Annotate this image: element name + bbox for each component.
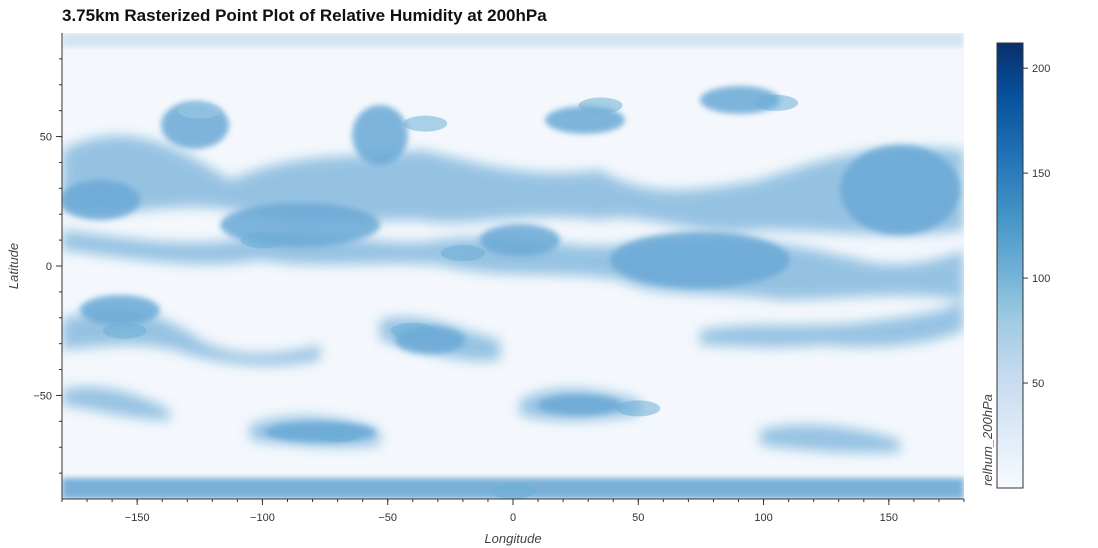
humidity-feature xyxy=(616,400,661,417)
y-tick-label: 50 xyxy=(40,132,52,144)
humidity-feature xyxy=(102,322,147,339)
humidity-feature xyxy=(754,94,799,111)
x-tick-label: −100 xyxy=(250,512,275,524)
humidity-feature xyxy=(403,115,448,132)
x-tick-label: 50 xyxy=(632,512,644,524)
humidity-feature xyxy=(440,245,485,262)
colorbar xyxy=(996,42,1024,489)
chart-title: 3.75km Rasterized Point Plot of Relative… xyxy=(62,6,547,25)
colorbar-tick-label: 200 xyxy=(1032,63,1050,75)
y-axis-label: Latitude xyxy=(6,243,21,289)
x-tick-label: −150 xyxy=(125,512,150,524)
y-tick-label: −50 xyxy=(33,390,52,402)
humidity-feature xyxy=(177,102,222,119)
humidity-feature xyxy=(666,245,711,262)
colorbar-label: relhum_200hPa xyxy=(980,394,995,486)
humidity-feature xyxy=(578,97,623,114)
x-tick-label: 0 xyxy=(510,512,516,524)
colorbar-tick-label: 150 xyxy=(1032,168,1050,180)
humidity-feature xyxy=(390,322,435,339)
humidity-feature xyxy=(491,483,535,499)
x-axis-label: Longitude xyxy=(484,531,541,546)
x-tick-label: 150 xyxy=(880,512,898,524)
colorbar-tick-label: 100 xyxy=(1032,273,1050,285)
x-tick-label: −50 xyxy=(378,512,397,524)
y-tick-label: 0 xyxy=(46,261,52,273)
humidity-feature xyxy=(879,167,924,184)
x-tick-label: 100 xyxy=(754,512,772,524)
colorbar-tick-label: 50 xyxy=(1032,378,1044,390)
humidity-feature xyxy=(240,232,285,249)
humidity-feature xyxy=(315,426,360,443)
